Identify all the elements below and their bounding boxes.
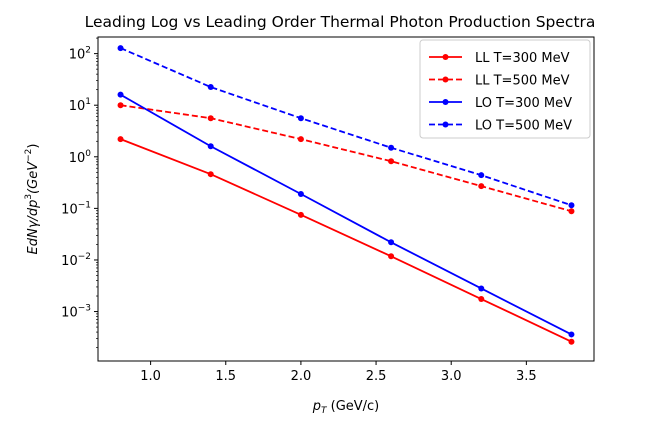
y-tick-label: 10−3 [61,304,91,321]
y-tick-label: 102 [69,46,91,63]
y-tick-label-base: 10 [61,306,78,321]
y-tick-label: 10−2 [61,252,91,269]
data-point [207,143,214,150]
y-tick-label-exponent: −1 [78,200,91,210]
data-point [388,158,395,165]
x-tick-label: 3.5 [516,369,537,384]
y-tick-label-exponent: −2 [78,252,91,262]
data-point [117,45,124,52]
series-line [120,47,572,207]
legend-label: LL T=300 MeV [475,51,570,66]
legend-marker [442,121,449,128]
plot-frame [97,36,595,362]
data-point [297,115,304,122]
y-tick-label-base: 10 [61,254,78,269]
data-point [568,338,575,345]
data-point [388,253,395,260]
data-point [478,183,485,190]
legend-box [419,39,591,139]
chart-title: Leading Log vs Leading Order Thermal Pho… [85,13,596,31]
y-tick-label-base: 10 [69,48,86,63]
y-axis-label: EdNγ/dp3(GeV−2) [24,144,41,255]
x-axis-ticks: 1.0 1.5 2.0 2.5 3.0 3.5 [140,361,537,384]
y-tick-label-exponent: 2 [85,46,91,56]
series-line [120,104,572,213]
y-tick-label-base: 10 [61,202,78,217]
data-point [117,102,124,109]
x-tick-label: 2.0 [291,369,312,384]
legend: LL T=300 MeV LL T=500 MeV LO T=300 MeV LO T… [419,39,591,139]
y-tick-label: 101 [69,97,91,114]
x-tick-label: 1.5 [215,369,236,384]
legend-marker [442,99,449,105]
y-tick-label: 10−1 [61,200,91,217]
data-point [117,136,124,143]
data-point [207,84,214,91]
y-tick-label-base: 10 [69,99,86,114]
legend-label: LO T=300 MeV [475,96,572,111]
data-point [568,202,575,209]
data-point [388,144,395,151]
x-axis-label: pT (GeV/c) [312,399,380,416]
data-point [568,208,575,215]
legend-label: LL T=500 MeV [475,74,570,89]
y-tick-label-exponent: 0 [85,149,91,159]
series-line [120,93,572,336]
data-point [478,285,485,292]
x-tick-label: 1.0 [140,369,161,384]
data-point [207,115,214,122]
data-point [478,172,485,179]
data-point [478,296,485,303]
legend-label: LO T=500 MeV [475,119,572,134]
series-layer [117,45,575,345]
y-tick-label: 100 [69,149,92,166]
data-point [388,239,395,246]
data-point [568,331,575,338]
y-tick-label-exponent: 1 [85,97,91,107]
y-tick-label-base: 10 [69,151,86,166]
legend-marker [442,76,449,83]
data-point [297,190,304,197]
series-line [120,138,572,343]
y-tick-label-exponent: −3 [78,304,91,314]
legend-marker [442,54,449,60]
x-tick-label: 2.5 [366,369,387,384]
data-point [207,171,214,178]
data-point [297,211,304,218]
data-point [297,136,304,143]
data-point [117,91,124,98]
x-tick-label: 3.0 [441,369,462,384]
